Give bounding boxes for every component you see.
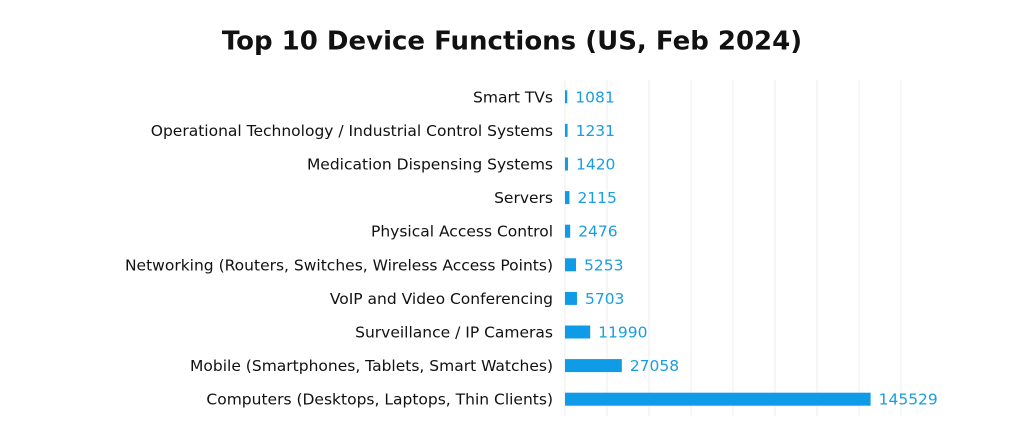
value-label: 27058 xyxy=(630,357,679,375)
bar xyxy=(565,392,871,406)
bar xyxy=(565,359,622,373)
y-tick-label: Physical Access Control xyxy=(371,223,553,241)
chart-title: Top 10 Device Functions (US, Feb 2024) xyxy=(222,27,802,57)
value-label: 145529 xyxy=(879,391,938,409)
bar xyxy=(565,191,570,205)
y-tick-label: Surveillance / IP Cameras xyxy=(355,324,553,342)
value-label: 5253 xyxy=(584,256,623,274)
bar xyxy=(565,325,591,339)
y-tick-label: VoIP and Video Conferencing xyxy=(330,290,553,308)
value-label: 2115 xyxy=(577,189,616,207)
bar xyxy=(565,123,568,137)
bar xyxy=(565,157,568,171)
value-label: 1420 xyxy=(576,156,615,174)
bar xyxy=(565,90,568,104)
bar xyxy=(565,291,577,305)
y-tick-label: Computers (Desktops, Laptops, Thin Clien… xyxy=(206,391,553,409)
y-tick-label: Networking (Routers, Switches, Wireless … xyxy=(125,256,553,274)
value-label: 1231 xyxy=(576,122,615,140)
bar xyxy=(565,258,577,272)
y-tick-label: Operational Technology / Industrial Cont… xyxy=(151,122,553,140)
y-tick-label: Mobile (Smartphones, Tablets, Smart Watc… xyxy=(190,357,553,375)
value-label: 5703 xyxy=(585,290,624,308)
value-label: 2476 xyxy=(578,223,617,241)
value-label: 1081 xyxy=(575,88,614,106)
y-tick-label: Smart TVs xyxy=(473,88,553,106)
y-tick-label: Servers xyxy=(494,189,553,207)
y-tick-label: Medication Dispensing Systems xyxy=(307,156,553,174)
bar xyxy=(565,224,571,238)
value-label: 11990 xyxy=(598,324,647,342)
